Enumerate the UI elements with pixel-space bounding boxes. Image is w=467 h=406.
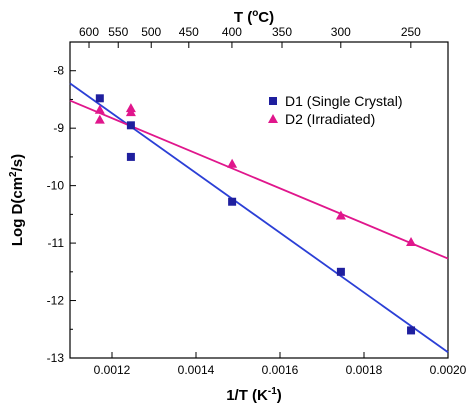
legend-label-d2: D2 (Irradiated) (285, 111, 375, 127)
x-tick-label: 0.0014 (178, 363, 215, 377)
data-points (94, 94, 417, 335)
data-point-d1 (228, 197, 237, 206)
fit-lines (69, 82, 449, 353)
top-tick-label: 300 (331, 25, 351, 39)
top-axis-title: T (oC) (234, 8, 274, 26)
data-point-d2 (406, 236, 417, 246)
data-point-d1 (126, 121, 135, 130)
y-tick-label: -10 (47, 179, 65, 193)
legend: D1 (Single Crystal) D2 (Irradiated) (268, 93, 402, 127)
fit-line-2 (69, 99, 449, 260)
top-axis-ticks: 600 550 500 450 400 350 300 250 (79, 25, 421, 48)
data-point-d1 (95, 94, 104, 103)
legend-item-d2: D2 (Irradiated) (268, 111, 375, 127)
plot-frame (69, 41, 449, 359)
y-tick-label: -12 (47, 294, 65, 308)
data-point-d2 (227, 158, 238, 168)
y-axis-title: Log D(cm2/s) (8, 154, 26, 246)
y-tick-label: -13 (47, 351, 65, 365)
top-tick-label: 600 (79, 25, 99, 39)
legend-marker-triangle (268, 114, 278, 123)
legend-item-d1: D1 (Single Crystal) (269, 93, 402, 109)
x-axis-title: 1/T (K-1) (226, 386, 282, 404)
top-tick-label: 250 (401, 25, 421, 39)
data-point-d1 (336, 267, 345, 276)
x-tick-label: 0.0012 (94, 363, 131, 377)
top-tick-label: 450 (179, 25, 199, 39)
legend-label-d1: D1 (Single Crystal) (285, 93, 402, 109)
y-tick-label: -9 (53, 121, 64, 135)
legend-marker-square (269, 97, 277, 105)
data-point-d2 (94, 104, 105, 114)
y-tick-label: -11 (48, 236, 65, 250)
data-point-d1 (126, 152, 135, 161)
y-tick-label: -8 (53, 64, 64, 78)
data-point-d1 (407, 326, 416, 335)
top-tick-label: 400 (222, 25, 242, 39)
y-axis-ticks: -8 -9 -10 -11 -12 -13 (47, 41, 76, 365)
x-tick-label: 0.0016 (262, 363, 299, 377)
top-tick-label: 550 (108, 25, 128, 39)
data-point-d2 (94, 114, 105, 124)
data-point-d2 (335, 210, 346, 220)
data-point-d2 (125, 107, 136, 117)
x-tick-label: 0.0018 (346, 363, 383, 377)
x-tick-label: 0.0020 (430, 363, 467, 377)
top-tick-label: 500 (141, 25, 161, 39)
top-tick-label: 350 (272, 25, 292, 39)
x-axis-ticks: 0.0012 0.0014 0.0016 0.0018 0.0020 (94, 352, 467, 377)
